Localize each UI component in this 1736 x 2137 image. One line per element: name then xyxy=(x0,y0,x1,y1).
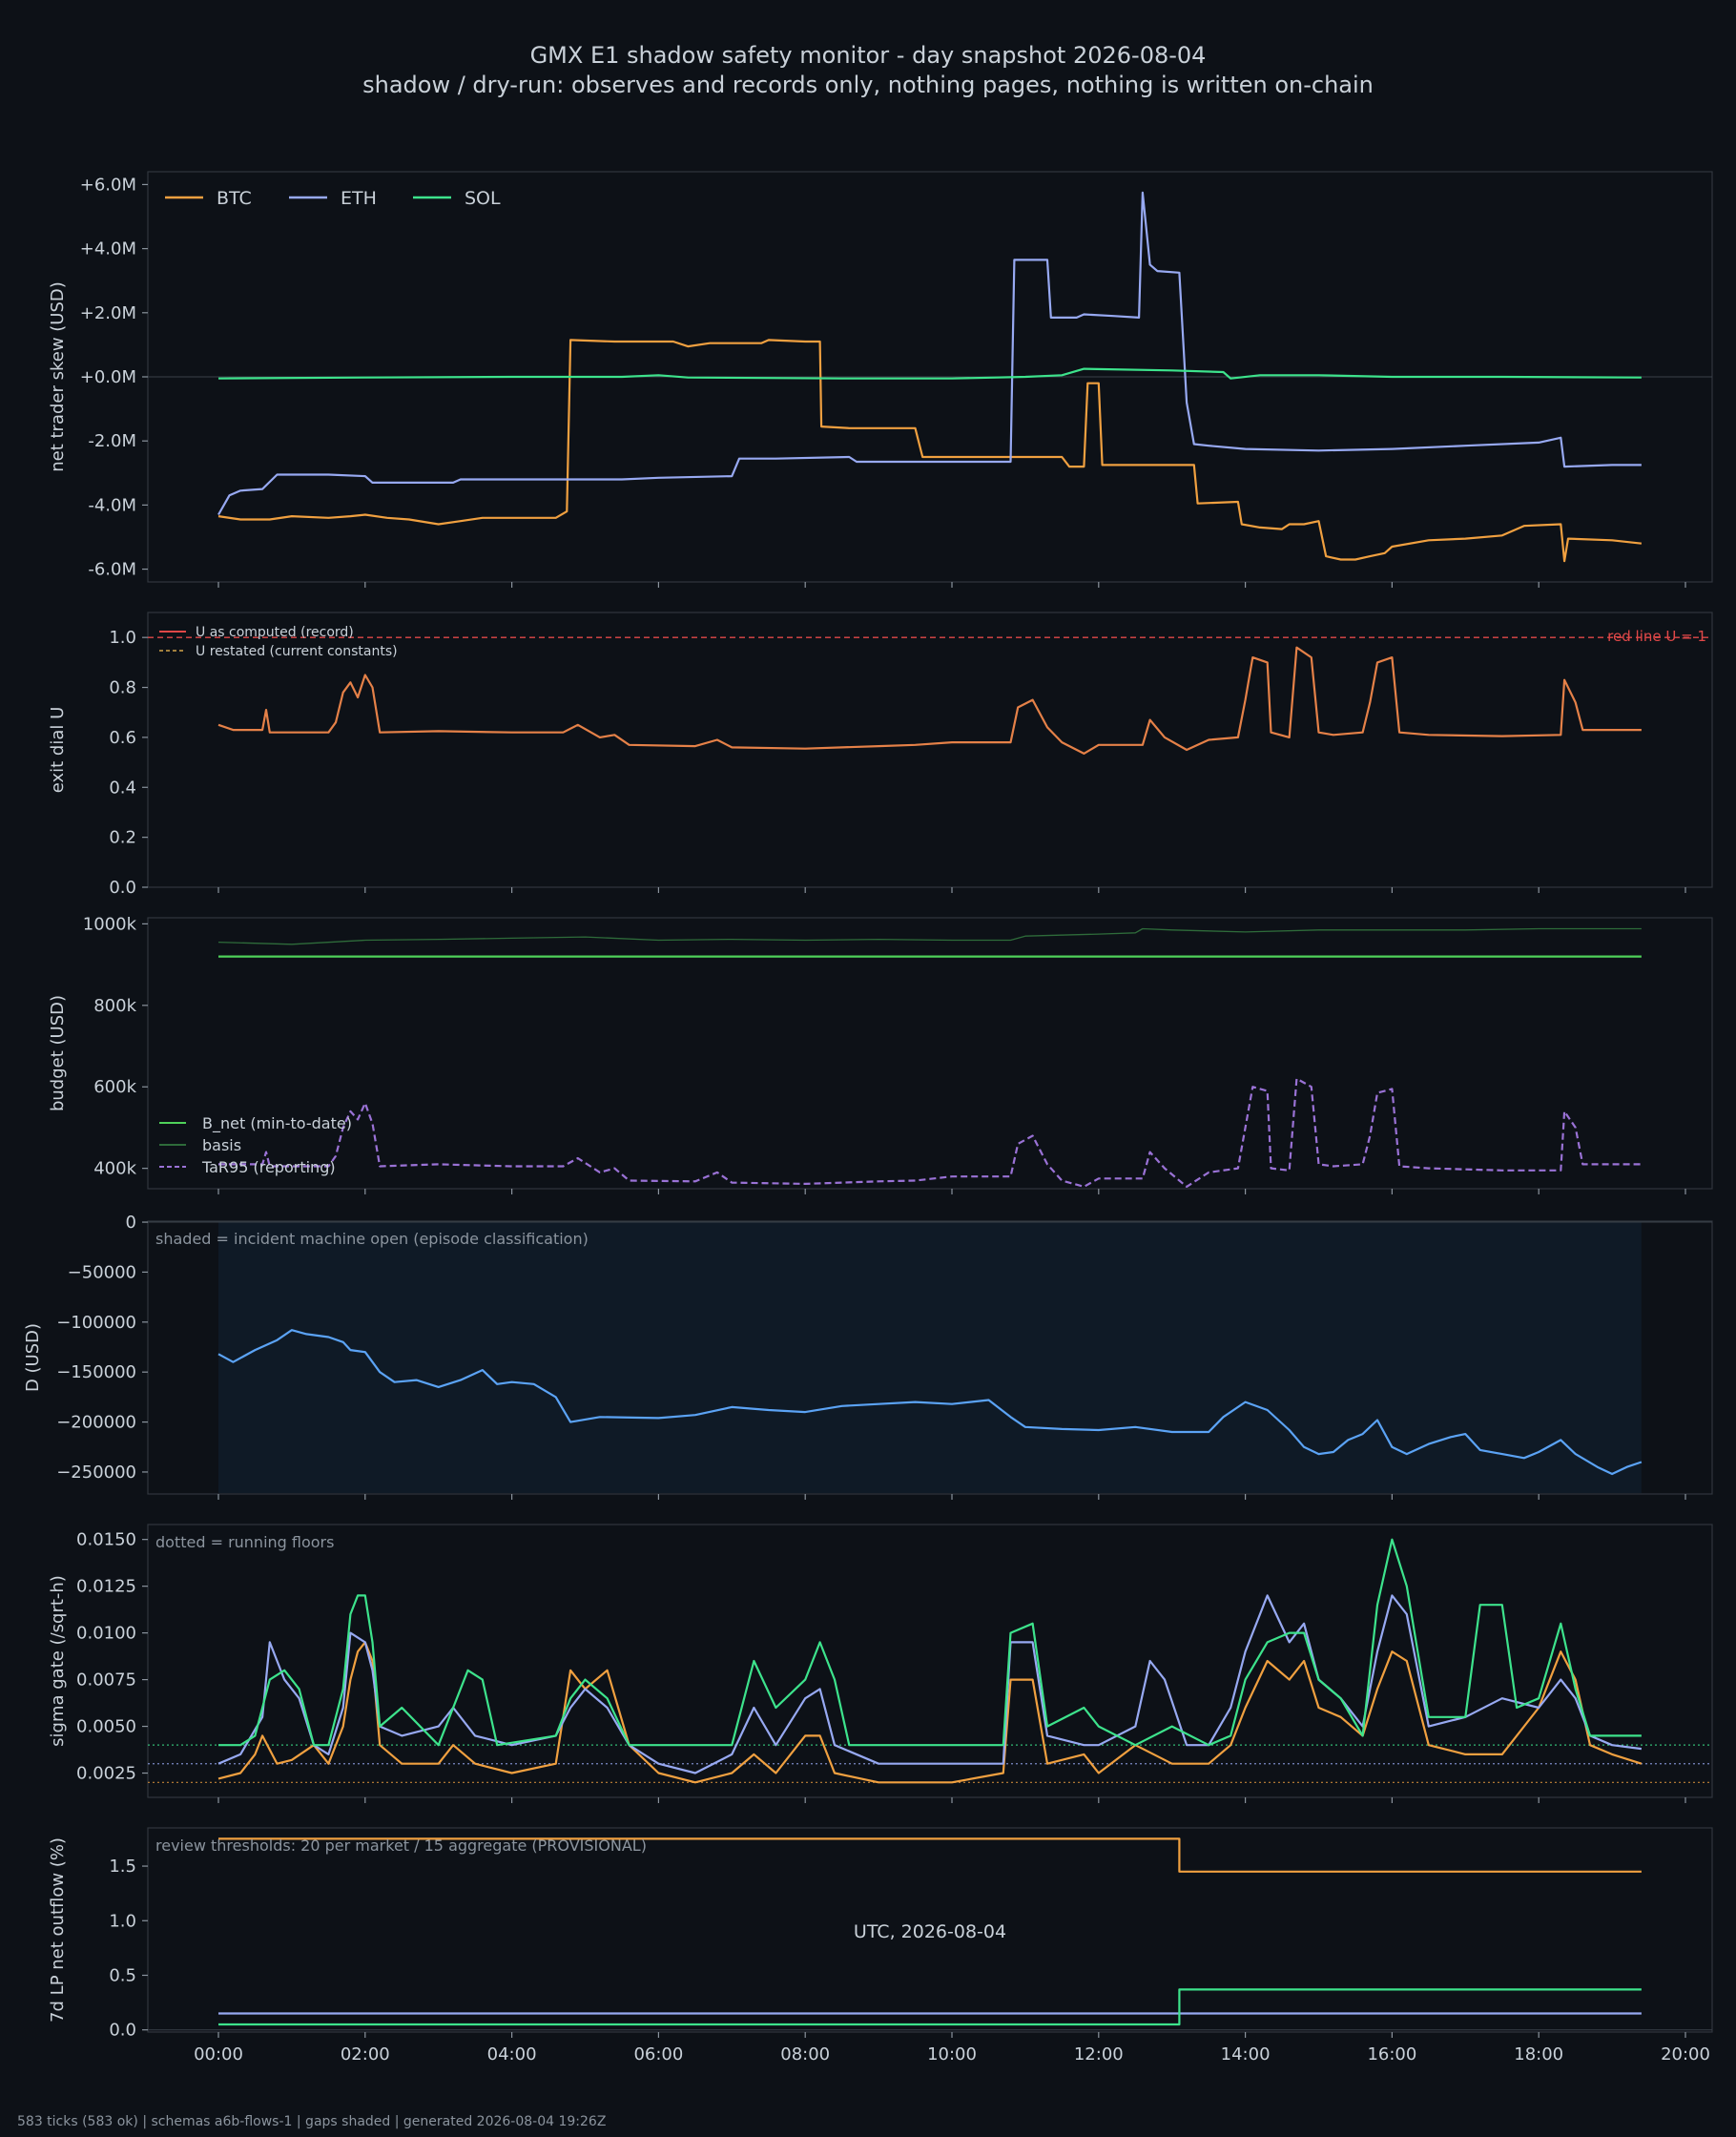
legend-label: U as computed (record) xyxy=(196,625,354,640)
y-tick-label: −250000 xyxy=(56,1463,136,1483)
y-tick-label: −50000 xyxy=(68,1262,136,1282)
series-line-basis xyxy=(217,927,1642,945)
y-axis-label: sigma gate (/sqrt-h) xyxy=(48,1575,68,1747)
y-tick-label: 1.0 xyxy=(109,1911,136,1931)
panel-1: +6.0M +4.0M +2.0M +0.0M -2.0M -4.0M -6.0M net t… xyxy=(48,171,1713,588)
y-tick-label: 1000k xyxy=(83,914,137,934)
panel-annotation: dotted = running floors xyxy=(155,1533,334,1551)
panels: +6.0M +4.0M +2.0M +0.0M -2.0M -4.0M -6.0M net t… xyxy=(23,171,1713,2064)
figure-subtitle: shadow / dry-run: observes and records o… xyxy=(362,72,1374,98)
x-tick-label: 02:00 xyxy=(341,2044,390,2064)
y-axis-label: net trader skew (USD) xyxy=(48,281,68,472)
x-tick-label: 04:00 xyxy=(487,2044,537,2064)
y-tick-label: +0.0M xyxy=(80,367,136,387)
panel-2: 0.0 0.2 0.4 0.6 0.8 1.0 exit dial U red line U … xyxy=(48,612,1713,898)
y-tick-label: 0.2 xyxy=(109,828,136,848)
legend-label: basis xyxy=(202,1136,241,1154)
series-line-btc xyxy=(217,339,1643,563)
panel-annotation: review thresholds: 20 per market / 15 ag… xyxy=(155,1836,647,1855)
y-tick-label: 0.8 xyxy=(109,678,136,698)
y-tick-label: +6.0M xyxy=(80,175,136,195)
x-axis-label: UTC, 2026-08-04 xyxy=(854,1921,1006,1942)
y-tick-label: −200000 xyxy=(56,1413,136,1433)
y-tick-label: 0.0150 xyxy=(76,1530,136,1550)
y-tick-label: -4.0M xyxy=(88,495,136,515)
panel-3: 400k 600k 800k 1000k budget (USD) B_net (min-… xyxy=(48,914,1713,1194)
series-line-tar95-reporting- xyxy=(218,1077,1642,1189)
y-tick-label: 0.0050 xyxy=(76,1717,136,1737)
x-tick-label: 10:00 xyxy=(927,2044,977,2064)
y-tick-label: 0.0100 xyxy=(76,1624,136,1644)
x-tick-label: 06:00 xyxy=(633,2044,683,2064)
series-line-sol xyxy=(218,1538,1642,1747)
x-tick-label: 08:00 xyxy=(780,2044,830,2064)
legend-label: SOL xyxy=(465,188,501,209)
x-tick-label: 12:00 xyxy=(1074,2044,1124,2064)
series-line-eth xyxy=(217,191,1642,516)
series-line-sol xyxy=(217,367,1642,380)
x-tick-label: 20:00 xyxy=(1661,2044,1710,2064)
legend-label: BTC xyxy=(217,188,252,209)
series-line-d xyxy=(217,1329,1643,1476)
y-axis-label: D (USD) xyxy=(23,1323,43,1392)
y-tick-label: 0.5 xyxy=(109,1965,136,1985)
y-tick-label: 1.0 xyxy=(109,628,136,648)
y-tick-label: 0.6 xyxy=(109,728,136,748)
panel-5: 0.0025 0.0050 0.0075 0.0100 0.0125 0.0150 sigm… xyxy=(48,1524,1713,1803)
y-tick-label: −150000 xyxy=(56,1362,136,1382)
panel-frame xyxy=(147,1827,1713,2033)
y-tick-label: 0 xyxy=(126,1213,136,1233)
series-line-btc xyxy=(217,1641,1643,1784)
legend-label: B_net (min-to-date) xyxy=(202,1114,352,1133)
legend-label: TaR95 (reporting) xyxy=(201,1158,336,1176)
series-line-eth xyxy=(217,1594,1643,1774)
x-tick-label: 16:00 xyxy=(1367,2044,1416,2064)
series-line-u-as-computed-record- xyxy=(217,646,1642,756)
series-line-sol xyxy=(218,1988,1642,2026)
x-tick-label: 14:00 xyxy=(1221,2044,1271,2064)
y-tick-label: +2.0M xyxy=(80,303,136,323)
incident-shade xyxy=(218,1222,1642,1493)
y-axis-label: 7d LP net outflow (%) xyxy=(48,1837,68,2023)
y-tick-label: 0.0 xyxy=(109,2021,136,2041)
y-tick-label: 0.0075 xyxy=(76,1670,136,1691)
x-tick-label: 18:00 xyxy=(1514,2044,1563,2064)
y-tick-label: +4.0M xyxy=(80,239,136,259)
y-tick-label: 0.0025 xyxy=(76,1764,136,1784)
panel-frame xyxy=(147,612,1713,888)
y-axis-label: exit dial U xyxy=(48,707,68,794)
y-tick-label: 0.0125 xyxy=(76,1577,136,1597)
y-tick-label: 1.5 xyxy=(109,1857,136,1877)
legend-label: U restated (current constants) xyxy=(196,644,398,659)
y-tick-label: 400k xyxy=(93,1159,136,1179)
y-tick-label: −100000 xyxy=(56,1313,136,1333)
x-tick-label: 00:00 xyxy=(194,2044,243,2064)
series-line-btc xyxy=(218,1837,1642,1873)
panel-frame xyxy=(147,1524,1713,1798)
y-tick-label: 0.0 xyxy=(109,878,136,898)
figure-title: GMX E1 shadow safety monitor - day snaps… xyxy=(530,42,1207,69)
y-tick-label: -6.0M xyxy=(88,560,136,580)
panel-4: 0 −50000 −100000 −150000 −200000 −250000 D (US… xyxy=(23,1213,1713,1500)
y-tick-label: -2.0M xyxy=(88,431,136,451)
panel-frame xyxy=(147,917,1713,1190)
y-tick-label: 600k xyxy=(93,1077,136,1097)
panel-6: 0.0 0.5 1.0 1.5 7d LP net outflow (%) review … xyxy=(48,1827,1713,2064)
y-tick-label: 0.4 xyxy=(109,778,136,798)
panel-frame xyxy=(147,1220,1713,1495)
legend-label: ETH xyxy=(341,188,377,209)
panel-annotation: shaded = incident machine open (episode … xyxy=(155,1230,589,1248)
redline-annotation: red line U = 1 xyxy=(1607,628,1706,645)
y-tick-label: 800k xyxy=(93,996,136,1016)
y-axis-label: budget (USD) xyxy=(48,995,68,1111)
footer-status: 583 ticks (583 ok) | schemas a6b-flows-1… xyxy=(17,2114,606,2129)
